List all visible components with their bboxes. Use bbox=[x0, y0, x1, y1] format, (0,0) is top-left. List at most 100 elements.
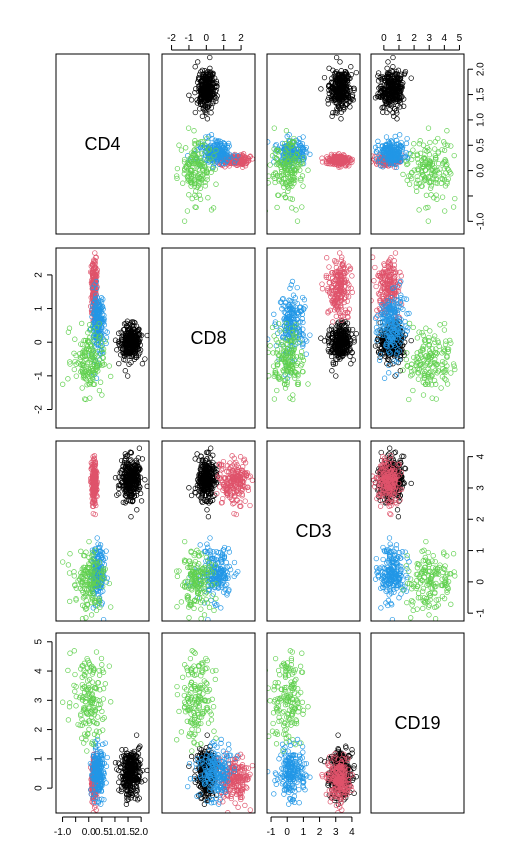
data-point bbox=[98, 340, 105, 346]
data-point bbox=[92, 367, 99, 374]
data-point bbox=[288, 362, 295, 368]
panel-frame bbox=[55, 247, 150, 429]
data-point bbox=[191, 172, 197, 178]
data-point bbox=[392, 143, 398, 149]
data-point bbox=[373, 149, 379, 155]
data-point bbox=[93, 366, 100, 372]
data-point bbox=[432, 139, 438, 145]
data-point bbox=[126, 353, 133, 360]
data-point bbox=[413, 180, 420, 186]
data-point bbox=[186, 192, 192, 198]
data-point bbox=[393, 359, 400, 365]
data-point bbox=[298, 177, 304, 184]
data-point bbox=[92, 297, 99, 303]
data-point bbox=[204, 135, 210, 142]
data-point bbox=[100, 362, 106, 368]
data-point bbox=[106, 363, 112, 369]
data-point bbox=[421, 161, 427, 167]
data-point bbox=[333, 258, 339, 265]
data-point bbox=[191, 147, 197, 153]
data-point bbox=[239, 160, 246, 167]
data-point bbox=[88, 343, 94, 349]
data-point bbox=[441, 147, 448, 154]
data-point bbox=[214, 80, 220, 87]
data-point bbox=[408, 337, 414, 344]
data-point bbox=[135, 337, 141, 343]
data-point bbox=[289, 299, 295, 305]
data-point bbox=[205, 89, 212, 95]
data-point bbox=[287, 285, 293, 291]
data-point bbox=[392, 157, 398, 164]
variable-label-cd4: CD4 bbox=[84, 134, 120, 154]
data-point bbox=[376, 155, 383, 162]
data-point bbox=[195, 76, 202, 83]
data-point bbox=[65, 376, 71, 382]
data-point bbox=[284, 179, 290, 185]
data-point bbox=[174, 173, 180, 179]
data-point bbox=[349, 349, 355, 355]
data-point bbox=[381, 261, 387, 267]
data-point bbox=[87, 377, 93, 384]
data-point bbox=[387, 153, 393, 159]
data-point bbox=[225, 145, 231, 151]
data-point bbox=[437, 166, 443, 172]
data-point bbox=[79, 385, 85, 391]
data-point bbox=[416, 141, 423, 147]
data-point bbox=[289, 205, 295, 211]
data-point bbox=[380, 309, 386, 315]
data-point bbox=[378, 93, 384, 100]
data-point bbox=[378, 83, 384, 89]
data-point bbox=[330, 359, 336, 366]
data-point bbox=[277, 374, 283, 380]
data-point bbox=[294, 284, 300, 291]
data-point bbox=[383, 141, 389, 148]
data-point bbox=[96, 320, 102, 327]
data-point bbox=[334, 342, 340, 348]
data-point bbox=[385, 77, 391, 83]
data-point bbox=[126, 348, 132, 354]
data-point bbox=[289, 278, 296, 285]
data-point bbox=[192, 89, 198, 96]
data-point bbox=[393, 164, 400, 171]
data-point bbox=[186, 92, 192, 98]
data-point bbox=[117, 342, 123, 348]
data-point bbox=[380, 304, 386, 310]
data-point bbox=[328, 353, 335, 360]
data-point bbox=[66, 325, 73, 331]
data-point bbox=[404, 154, 410, 161]
data-point bbox=[442, 158, 448, 165]
data-point bbox=[379, 270, 385, 276]
data-point bbox=[83, 363, 90, 369]
data-point bbox=[273, 141, 279, 148]
data-point bbox=[91, 310, 97, 316]
data-point bbox=[351, 337, 357, 343]
data-point bbox=[93, 324, 100, 331]
data-point bbox=[394, 74, 401, 81]
data-point bbox=[444, 128, 450, 134]
data-point bbox=[96, 324, 102, 330]
panel-cd4-vs-cd19 bbox=[370, 53, 465, 235]
data-point bbox=[128, 359, 134, 366]
data-point bbox=[390, 338, 396, 344]
data-point bbox=[398, 273, 404, 279]
data-point bbox=[337, 286, 344, 292]
data-point bbox=[285, 188, 291, 194]
data-point bbox=[384, 65, 390, 71]
data-point bbox=[188, 179, 194, 185]
data-point bbox=[384, 277, 390, 283]
data-point bbox=[334, 70, 340, 77]
data-point bbox=[101, 322, 108, 328]
data-point bbox=[101, 312, 107, 319]
data-point bbox=[289, 362, 295, 368]
data-point bbox=[331, 278, 337, 284]
data-point bbox=[291, 139, 297, 145]
data-point bbox=[379, 279, 385, 286]
variable-label-cd8: CD8 bbox=[190, 328, 226, 348]
data-point bbox=[137, 347, 144, 353]
data-point bbox=[337, 59, 343, 65]
data-point bbox=[112, 337, 119, 343]
data-point bbox=[226, 143, 232, 149]
data-point bbox=[95, 339, 102, 346]
data-point bbox=[430, 175, 436, 182]
data-point bbox=[94, 304, 101, 310]
